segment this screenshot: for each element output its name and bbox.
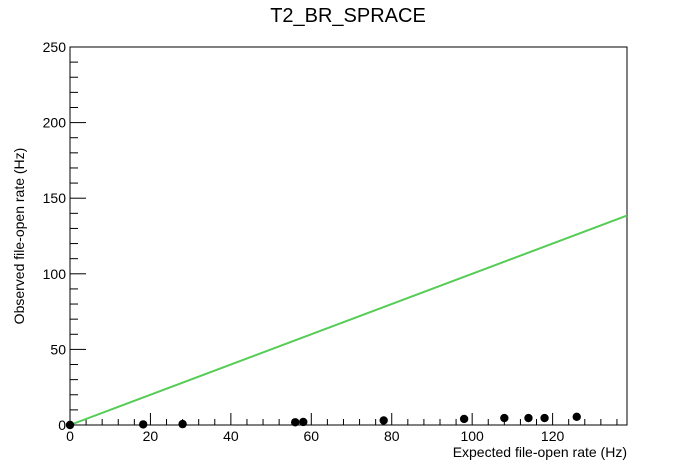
data-point bbox=[291, 418, 299, 426]
x-tick-label: 120 bbox=[541, 428, 565, 444]
y-tick-label: 100 bbox=[43, 266, 67, 282]
data-point bbox=[299, 418, 307, 426]
chart-title: T2_BR_SPRACE bbox=[270, 5, 426, 27]
data-point bbox=[178, 420, 186, 428]
series-layer bbox=[66, 216, 627, 430]
plot-frame bbox=[70, 47, 627, 425]
y-axis-label: Observed file-open rate (Hz) bbox=[11, 148, 27, 325]
y-tick-label: 50 bbox=[50, 341, 66, 357]
x-tick-label: 60 bbox=[304, 428, 320, 444]
x-tick-label: 20 bbox=[143, 428, 159, 444]
data-point bbox=[524, 414, 532, 422]
x-tick-label: 40 bbox=[223, 428, 239, 444]
data-point bbox=[540, 414, 548, 422]
y-tick-label: 0 bbox=[58, 417, 66, 433]
y-tick-label: 150 bbox=[43, 190, 67, 206]
data-point bbox=[66, 421, 74, 429]
data-point bbox=[460, 415, 468, 423]
x-tick-label: 0 bbox=[66, 428, 74, 444]
y-axis: 0 50 100 150 200 250 bbox=[43, 39, 86, 433]
data-point bbox=[573, 413, 581, 421]
y-tick-label: 250 bbox=[43, 39, 67, 55]
x-tick-label: 100 bbox=[460, 428, 484, 444]
x-tick-label: 80 bbox=[384, 428, 400, 444]
x-axis-label: Expected file-open rate (Hz) bbox=[453, 444, 627, 460]
y-tick-label: 200 bbox=[43, 115, 67, 131]
data-point bbox=[139, 420, 147, 428]
data-point bbox=[379, 416, 387, 424]
x-axis: 0 20 40 60 80 100 120 bbox=[66, 413, 617, 444]
reference-line bbox=[70, 216, 627, 425]
data-point bbox=[500, 414, 508, 422]
